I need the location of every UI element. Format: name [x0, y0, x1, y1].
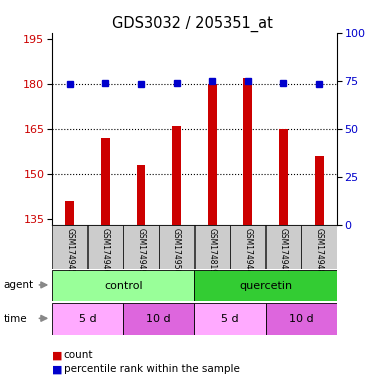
- Bar: [315, 156, 323, 225]
- Bar: [208, 84, 217, 225]
- Text: GSM174819: GSM174819: [208, 228, 217, 274]
- Bar: [52, 225, 87, 269]
- Bar: [123, 225, 159, 269]
- Text: GSM174946: GSM174946: [101, 228, 110, 274]
- Text: 10 d: 10 d: [289, 314, 313, 324]
- Text: GSM174949: GSM174949: [137, 228, 146, 274]
- Text: control: control: [104, 280, 142, 291]
- Bar: [301, 225, 337, 269]
- Text: count: count: [64, 350, 93, 360]
- Bar: [243, 78, 252, 225]
- Bar: [52, 303, 123, 335]
- Bar: [230, 225, 266, 269]
- Text: percentile rank within the sample: percentile rank within the sample: [64, 364, 239, 374]
- Bar: [88, 225, 123, 269]
- Text: GDS3032 / 205351_at: GDS3032 / 205351_at: [112, 15, 273, 31]
- Bar: [159, 225, 194, 269]
- Text: 5 d: 5 d: [221, 314, 239, 324]
- Text: quercetin: quercetin: [239, 280, 292, 291]
- Bar: [137, 165, 146, 225]
- Text: GSM174944: GSM174944: [243, 228, 252, 274]
- Text: ■: ■: [52, 364, 62, 374]
- Text: GSM174948: GSM174948: [315, 228, 323, 274]
- Text: 5 d: 5 d: [79, 314, 96, 324]
- Bar: [194, 270, 337, 301]
- Text: 10 d: 10 d: [147, 314, 171, 324]
- Bar: [266, 303, 337, 335]
- Bar: [172, 126, 181, 225]
- Bar: [52, 270, 194, 301]
- Text: GSM174947: GSM174947: [279, 228, 288, 274]
- Bar: [123, 303, 194, 335]
- Bar: [65, 201, 74, 225]
- Text: agent: agent: [4, 280, 34, 290]
- Bar: [101, 137, 110, 225]
- Bar: [266, 225, 301, 269]
- Bar: [194, 225, 230, 269]
- Text: ■: ■: [52, 350, 62, 360]
- Bar: [194, 303, 266, 335]
- Text: GSM174945: GSM174945: [65, 228, 74, 274]
- Text: time: time: [4, 314, 27, 324]
- Text: GSM174950: GSM174950: [172, 228, 181, 274]
- Bar: [279, 129, 288, 225]
